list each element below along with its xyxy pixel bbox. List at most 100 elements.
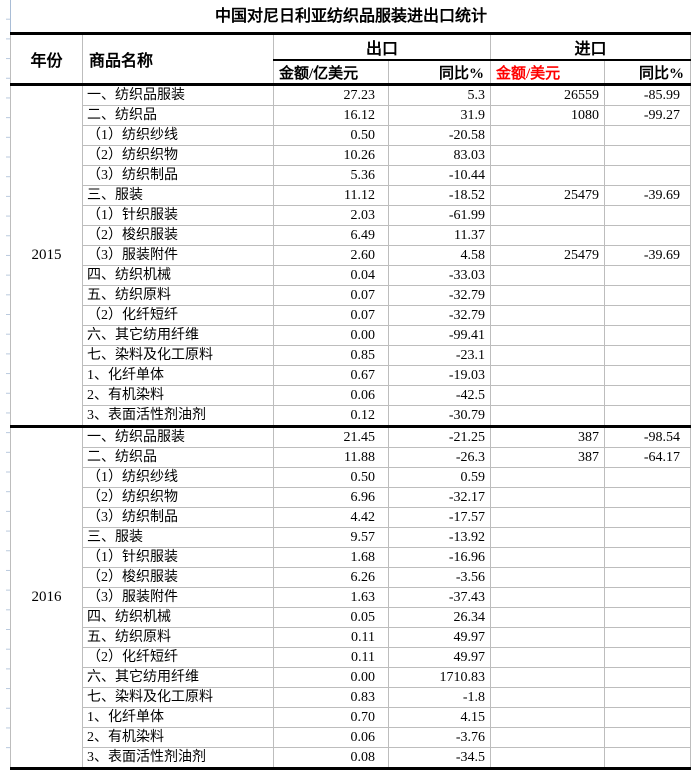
import-amount-cell [490,587,606,608]
export-yoy-cell: 26.34 [387,607,492,628]
table-row: （3）纺织制品 4.42 -17.57 [11,507,692,528]
export-yoy-cell: 4.58 [387,245,492,266]
export-yoy-cell: -16.96 [387,547,492,568]
import-amount-cell [490,507,606,528]
export-amount-cell: 16.12 [273,105,389,126]
import-amount-cell [490,687,606,708]
table-row: 三、服装 9.57 -13.92 [11,527,692,548]
table-row: （1）针织服装 1.68 -16.96 [11,547,692,568]
export-amount-cell: 9.57 [273,527,389,548]
export-yoy-cell: -18.52 [387,185,492,206]
export-amount-cell: 0.08 [273,747,389,769]
commodity-name-cell: （1）针织服装 [82,547,274,568]
table-row: 五、纺织原料 0.11 49.97 [11,627,692,648]
export-amount-cell: 6.49 [273,225,389,246]
export-yoy-cell: -32.79 [387,285,492,306]
export-amount-cell: 5.36 [273,165,389,186]
export-yoy-cell: 49.97 [387,627,492,648]
import-amount-cell [490,527,606,548]
export-yoy-cell: 49.97 [387,647,492,668]
import-yoy-cell: -99.27 [604,105,692,126]
import-yoy-cell [604,467,692,488]
export-yoy-cell: -13.92 [387,527,492,548]
export-yoy-cell: 0.59 [387,467,492,488]
export-yoy-cell: -21.25 [387,426,492,448]
export-amount-cell: 6.96 [273,487,389,508]
table-header: 年份 商品名称 出口 进口 金额/亿美元 同比% 金额/美元 同比% [10,33,692,86]
import-yoy-cell: -85.99 [604,84,692,106]
column-group-export: 出口 [272,33,492,61]
commodity-name-cell: 1、化纤单体 [82,365,274,386]
import-yoy-cell [604,727,692,748]
export-amount-cell: 0.11 [273,627,389,648]
year-section-2015: 2015 一、纺织品服装 27.23 5.3 26559 -85.99 二、纺织品 16.12… [10,84,692,428]
export-amount-cell: 0.12 [273,405,389,428]
import-yoy-cell [604,345,692,366]
import-yoy-cell: -98.54 [604,426,692,448]
table-row: （2）纺织织物 6.96 -32.17 [11,487,692,508]
commodity-name-cell: 七、染料及化工原料 [82,345,274,366]
import-amount-cell [490,567,606,588]
export-yoy-cell: 83.03 [387,145,492,166]
column-header-import-yoy: 同比% [604,59,692,86]
table-row: 3、表面活性剂油剂 0.12 -30.79 [11,405,692,428]
import-yoy-cell: -64.17 [604,447,692,468]
import-yoy-cell [604,707,692,728]
import-amount-cell [490,727,606,748]
import-yoy-cell [604,145,692,166]
import-amount-cell [490,647,606,668]
import-amount-cell [490,707,606,728]
import-yoy-cell [604,365,692,386]
commodity-name-cell: 四、纺织机械 [82,607,274,628]
export-yoy-cell: -32.79 [387,305,492,326]
import-yoy-cell [604,627,692,648]
import-yoy-cell [604,125,692,146]
commodity-name-cell: （3）服装附件 [82,245,274,266]
table-row: （2）纺织织物 10.26 83.03 [11,145,692,166]
import-yoy-cell [604,305,692,326]
export-amount-cell: 0.00 [273,667,389,688]
export-yoy-cell: -37.43 [387,587,492,608]
table-row: （2）化纤短纤 0.07 -32.79 [11,305,692,326]
commodity-name-cell: （2）梭织服装 [82,567,274,588]
export-amount-cell: 0.07 [273,285,389,306]
table-row: 六、其它纺用纤维 0.00 1710.83 [11,667,692,688]
column-header-export-yoy: 同比% [387,59,492,86]
table-row: 二、纺织品 16.12 31.9 1080 -99.27 [11,105,692,126]
import-amount-cell [490,345,606,366]
import-yoy-cell [604,667,692,688]
export-amount-cell: 10.26 [273,145,389,166]
export-amount-cell: 1.68 [273,547,389,568]
import-amount-cell: 25479 [490,245,606,266]
table-row: 七、染料及化工原料 0.83 -1.8 [11,687,692,708]
export-yoy-cell: 1710.83 [387,667,492,688]
import-amount-cell: 387 [490,447,606,468]
year-section-2016: 2016 一、纺织品服装 21.45 -21.25 387 -98.54 二、纺织品 11.8… [10,426,692,769]
export-amount-cell: 0.11 [273,647,389,668]
import-yoy-cell [604,285,692,306]
export-yoy-cell: -26.3 [387,447,492,468]
table-row: 七、染料及化工原料 0.85 -23.1 [11,345,692,366]
commodity-name-cell: （2）纺织织物 [82,487,274,508]
column-header-import-amount: 金额/美元 [490,59,606,86]
import-amount-cell: 25479 [490,185,606,206]
import-yoy-cell [604,687,692,708]
import-amount-cell [490,467,606,488]
commodity-name-cell: 2、有机染料 [82,385,274,406]
export-amount-cell: 0.50 [273,467,389,488]
commodity-name-cell: 二、纺织品 [82,447,274,468]
table-row: 2016 一、纺织品服装 21.45 -21.25 387 -98.54 [10,426,692,769]
column-header-export-amount: 金额/亿美元 [273,59,389,86]
import-amount-cell [490,627,606,648]
import-yoy-cell [604,587,692,608]
import-amount-cell [490,205,606,226]
import-yoy-cell: -39.69 [604,185,692,206]
export-yoy-cell: -17.57 [387,507,492,528]
commodity-name-cell: 三、服装 [82,527,274,548]
year-cell: 2015 [10,84,83,427]
commodity-name-cell: （3）纺织制品 [82,165,274,186]
commodity-name-cell: 一、纺织品服装 [82,426,274,448]
import-yoy-cell [604,265,692,286]
import-yoy-cell: -39.69 [604,245,692,266]
